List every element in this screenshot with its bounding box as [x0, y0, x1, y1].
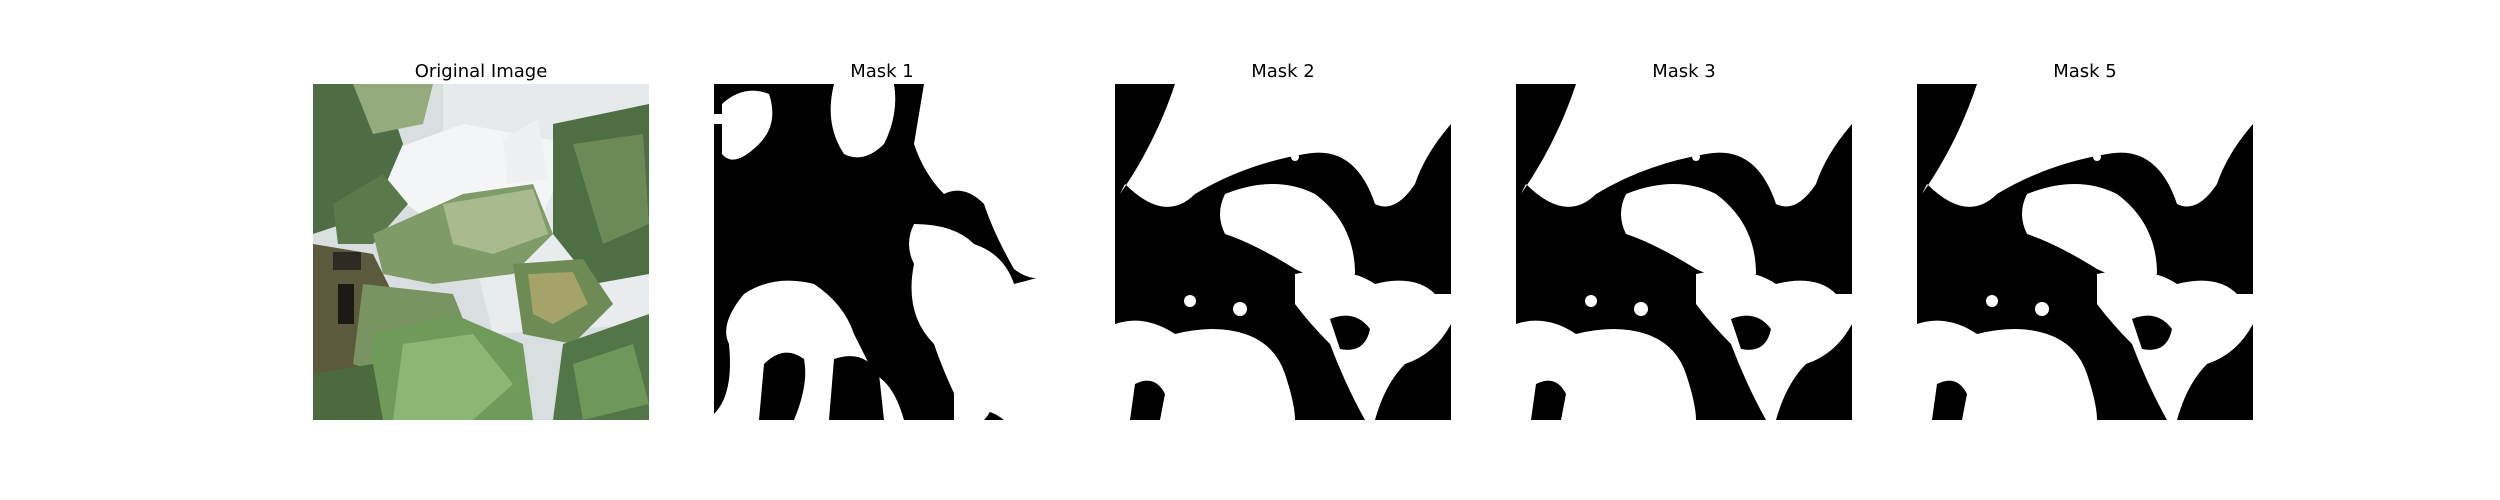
panel-original-image: Original Image	[313, 60, 649, 420]
mask-5-shape	[1917, 84, 2253, 420]
panel-mask-2: Mask 2	[1115, 60, 1451, 420]
mask-2-shape	[1115, 84, 1451, 420]
mask-3-shape	[1516, 84, 1852, 420]
panel-mask-5: Mask 5	[1917, 60, 2253, 420]
mask-1-shape	[714, 84, 1050, 420]
panel-title: Mask 2	[1251, 61, 1315, 82]
panel-title: Mask 3	[1652, 61, 1716, 82]
panel-title: Mask 1	[850, 61, 914, 82]
panel-mask-3: Mask 3	[1516, 60, 1852, 420]
mask-image	[1115, 84, 1451, 420]
panel-mask-1: Mask 1	[714, 60, 1050, 420]
plant-photo-illustration	[313, 84, 649, 420]
mask-image	[1516, 84, 1852, 420]
original-plant-photo	[313, 84, 649, 420]
panel-title: Original Image	[414, 61, 548, 82]
mask-image	[714, 84, 1050, 420]
mask-image	[1917, 84, 2253, 420]
panel-title: Mask 5	[2053, 61, 2117, 82]
